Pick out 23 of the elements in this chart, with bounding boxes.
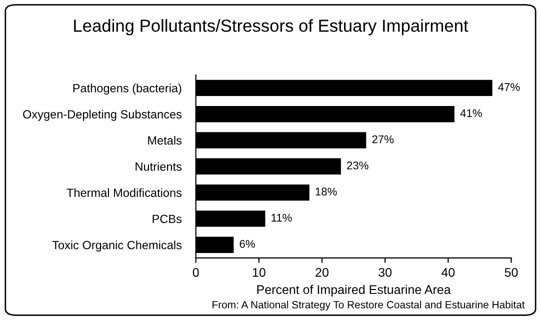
x-tick-label: 20 bbox=[316, 268, 328, 277]
x-tick-label: 40 bbox=[442, 268, 455, 277]
data-label: 18% bbox=[316, 188, 337, 196]
chart-title: Leading Pollutants/Stressors of Estuary Impairment bbox=[74, 19, 468, 36]
y-tick-label: Oxygen-Depleting Substances bbox=[23, 110, 182, 121]
text: From: A National Strategy To Restore Coastal and Estuarine Habitat bbox=[212, 300, 525, 310]
data-label: 11% bbox=[272, 214, 292, 222]
data-label: 27% bbox=[372, 135, 394, 144]
data-label: 23% bbox=[347, 162, 368, 170]
x-axis-title: Percent of Impaired Estuarine Area bbox=[257, 284, 451, 296]
data-label: 41% bbox=[460, 109, 482, 118]
x-tick-label: 0 bbox=[192, 268, 199, 277]
data-label: 6% bbox=[240, 240, 255, 248]
x-tick-label: 30 bbox=[378, 268, 392, 277]
x-tick-label: 50 bbox=[504, 268, 518, 277]
x-tick-label: 10 bbox=[252, 268, 266, 277]
y-tick-label: Pathogens (bacteria) bbox=[73, 84, 182, 95]
y-tick-label: Thermal Modifications bbox=[66, 188, 182, 197]
y-tick-label: Toxic Organic Chemicals bbox=[52, 240, 182, 252]
data-label: 47% bbox=[498, 83, 520, 91]
y-tick-label: PCBs bbox=[152, 214, 182, 224]
y-tick-label: Nutrients bbox=[136, 162, 182, 171]
y-tick-label: Metals bbox=[148, 136, 182, 145]
